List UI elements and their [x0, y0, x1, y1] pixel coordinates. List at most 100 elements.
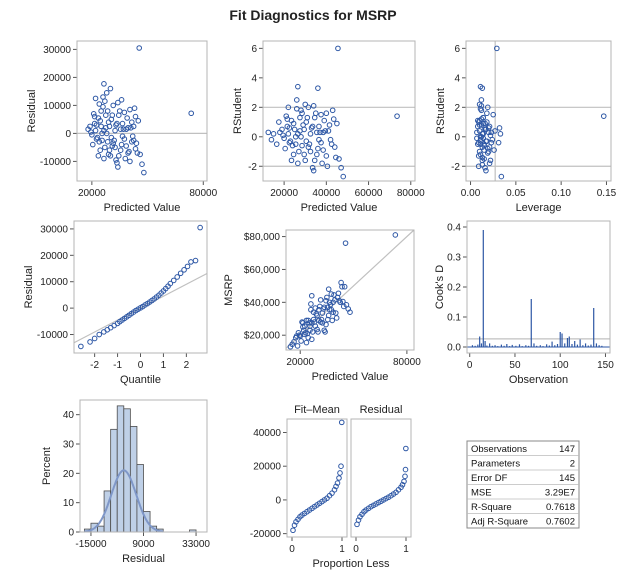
data-point [91, 113, 98, 120]
fit-statistics-table: Observations 147 Parameters 2 Error DF 145 MSE… [466, 440, 580, 529]
data-point [335, 290, 342, 297]
data-point [279, 126, 285, 133]
data-point [328, 141, 335, 147]
data-point [318, 139, 324, 146]
table-row-label: R-Square [471, 502, 512, 513]
data-point [323, 321, 329, 328]
x-tick-label: 33000 [182, 539, 210, 550]
data-point [287, 343, 294, 350]
data-point [600, 113, 607, 119]
data-point [112, 127, 118, 134]
x-tick-label: 20000 [286, 357, 314, 368]
x-tick-label: -15000 [75, 539, 107, 550]
data-point [93, 136, 100, 142]
data-point [479, 154, 486, 161]
data-point [124, 115, 130, 121]
data-point [337, 470, 343, 476]
data-point [310, 167, 317, 174]
data-point [488, 139, 495, 146]
plot-frame [285, 229, 415, 351]
data-point [98, 108, 104, 114]
msrp-vs-predicted-panel: $20,000 $40,000 $60,000 $80,000 20000 80000 Pr… [223, 229, 421, 383]
y-tick-label: 0 [65, 129, 71, 140]
table-row-label: Adj R-Square [471, 517, 528, 528]
data-point [132, 113, 139, 120]
data-point [99, 137, 105, 144]
data-point [340, 303, 347, 310]
data-point [188, 259, 194, 265]
data-point [481, 147, 487, 153]
data-point [87, 123, 93, 130]
data-point [133, 140, 140, 146]
data-point [292, 334, 299, 341]
y-tick-label: 30 [63, 440, 75, 451]
table-row-value: 3.29E7 [545, 488, 575, 499]
x-tick-label: 0 [353, 544, 359, 555]
data-point [394, 113, 400, 119]
x-tick-label: 60000 [355, 188, 383, 199]
data-point [101, 155, 107, 162]
data-point [184, 263, 191, 270]
data-point [310, 103, 317, 109]
data-point [268, 136, 275, 143]
data-point [326, 122, 333, 128]
data-point [476, 122, 483, 128]
data-point [115, 99, 121, 106]
residual-histogram-panel: 0 10 20 30 40 -15000 9000 33000 Residual Percent [41, 399, 210, 565]
data-point [310, 316, 317, 323]
x-axis-label: Predicted Value [104, 202, 181, 214]
data-point [484, 119, 490, 125]
x-tick-label: 2 [184, 360, 190, 371]
data-point [486, 160, 493, 167]
data-point [315, 85, 321, 91]
x-tick-label: 1 [339, 544, 345, 555]
data-point [328, 291, 335, 297]
data-point [135, 118, 142, 124]
x-axis-label: Leverage [516, 202, 562, 214]
data-point [92, 95, 99, 102]
data-point [108, 116, 115, 123]
data-point [125, 150, 131, 156]
y-tick-label: 10 [63, 498, 75, 509]
x-tick-label: 20000 [78, 188, 106, 199]
data-point [167, 280, 174, 287]
data-point [325, 128, 332, 134]
y-axis-label: Percent [41, 447, 53, 485]
plot-frame [350, 418, 412, 538]
data-point [479, 161, 486, 168]
y-axis-label: RStudent [232, 88, 244, 134]
data-point [321, 327, 328, 334]
data-point [139, 161, 145, 167]
x-tick-label: 150 [597, 360, 614, 371]
data-point [494, 45, 500, 52]
data-point [96, 101, 103, 107]
data-point [316, 306, 322, 313]
data-point [333, 154, 339, 161]
data-point [286, 125, 293, 131]
x-tick-label: 80000 [397, 188, 425, 199]
residual-qq-panel: -10000 0 10000 20000 30000 -2 -1 0 1 2 Quantile Res… [23, 220, 208, 386]
data-point [338, 463, 344, 470]
data-point [484, 150, 491, 156]
data-point [91, 335, 98, 342]
residual-vs-predicted-panel: -10000 0 10000 20000 30000 20000 80000 Predicte… [26, 40, 218, 214]
y-tick-label: 20 [63, 469, 75, 480]
data-point [119, 120, 126, 127]
x-axis-label: Residual [122, 553, 165, 565]
fit-mean-panel-title: Fit–Mean [294, 404, 340, 416]
y-tick-label: -2 [248, 162, 257, 173]
data-point [92, 127, 99, 134]
data-point [491, 147, 497, 153]
data-point [402, 466, 409, 473]
data-point [299, 142, 305, 149]
x-tick-label: 0.05 [506, 188, 526, 199]
data-point [115, 112, 122, 118]
data-point [290, 527, 296, 534]
x-axis-label: Predicted Value [312, 371, 389, 383]
data-point [498, 173, 505, 180]
data-point [93, 122, 100, 128]
x-tick-label: 0.00 [461, 188, 481, 199]
x-tick-label: 0 [467, 360, 473, 371]
